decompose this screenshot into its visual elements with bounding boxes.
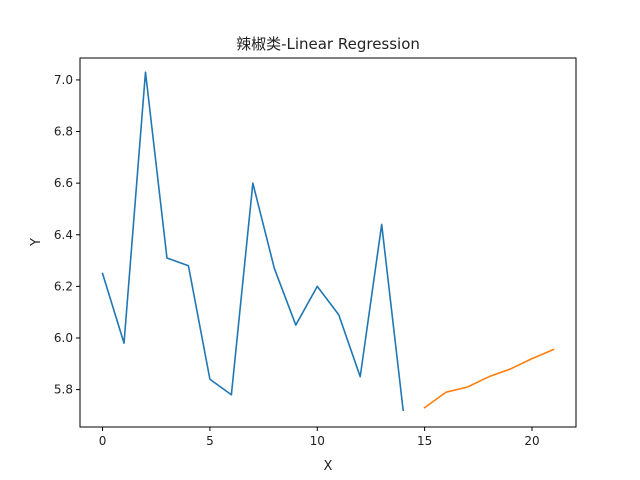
plot-frame xyxy=(79,57,577,428)
x-tick-label: 10 xyxy=(310,434,325,448)
y-tick-label: 6.2 xyxy=(54,279,73,293)
y-axis-ticks: 5.8 6.0 6.2 6.4 6.6 6.8 7.0 xyxy=(54,73,80,397)
chart-title: 辣椒类-Linear Regression xyxy=(236,35,420,53)
y-tick-label: 6.4 xyxy=(54,228,73,242)
y-tick-label: 5.8 xyxy=(54,383,73,397)
x-tick-label: 15 xyxy=(417,434,432,448)
series-line-2 xyxy=(423,348,555,409)
y-tick-label: 6.6 xyxy=(54,176,73,190)
x-axis-label: X xyxy=(324,459,333,474)
x-tick-label: 5 xyxy=(206,434,214,448)
x-axis-ticks: 0 5 10 15 20 xyxy=(99,427,540,448)
x-tick-label: 20 xyxy=(524,434,539,448)
series-layer xyxy=(101,71,555,412)
series-line-1 xyxy=(101,71,405,412)
y-axis-label: Y xyxy=(29,238,44,247)
y-tick-label: 6.8 xyxy=(54,125,73,139)
y-tick-label: 7.0 xyxy=(54,73,73,87)
y-tick-label: 6.0 xyxy=(54,331,73,345)
x-tick-label: 0 xyxy=(99,434,107,448)
